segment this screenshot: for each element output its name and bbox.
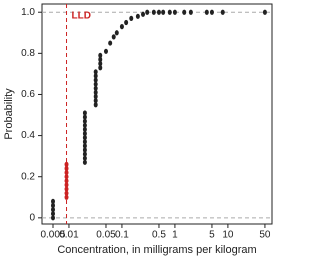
data-point: [64, 169, 69, 176]
data-point: [111, 34, 116, 40]
data-point: [141, 11, 146, 17]
data-point: [98, 61, 103, 67]
data-point: [145, 9, 150, 15]
x-tick-label: 0.01: [59, 230, 79, 241]
data-point: [64, 194, 69, 200]
data-point: [103, 48, 108, 54]
data-point: [50, 215, 55, 221]
x-tick-label: 50: [259, 230, 271, 241]
data-point: [82, 110, 87, 116]
data-point: [50, 211, 55, 217]
data-point: [124, 19, 129, 26]
data-point: [119, 24, 124, 30]
data-point: [82, 126, 87, 133]
data-point: [93, 93, 98, 100]
data-point: [50, 202, 55, 209]
data-point: [167, 9, 172, 15]
data-point: [93, 102, 98, 108]
data-point: [129, 15, 134, 21]
data-point: [151, 9, 156, 15]
x-tick-label: 0.1: [115, 230, 129, 241]
data-point: [93, 77, 98, 83]
data-point: [188, 9, 193, 15]
data-point: [82, 155, 87, 161]
y-tick-label: 0.6: [21, 89, 35, 100]
data-point: [209, 9, 214, 15]
x-tick-label: 0.005: [40, 230, 65, 241]
x-tick-label: 0.05: [96, 230, 116, 241]
data-point: [64, 186, 69, 192]
data-point: [82, 135, 87, 141]
data-point: [93, 73, 98, 79]
data-point: [262, 9, 267, 15]
data-point: [93, 89, 98, 96]
data-point: [64, 165, 69, 172]
data-point: [108, 40, 113, 46]
data-point: [50, 207, 55, 213]
data-point: [82, 151, 87, 157]
x-axis-label: Concentration, in milligrams per kilogra…: [57, 244, 256, 256]
y-tick-label: 0.2: [21, 171, 35, 182]
data-point: [98, 56, 103, 63]
data-point: [93, 69, 98, 75]
data-point: [82, 130, 87, 137]
plot-frame: [41, 3, 273, 225]
data-point: [64, 182, 69, 188]
data-point: [82, 118, 87, 124]
data-point: [161, 9, 166, 15]
data-point: [135, 13, 140, 19]
data-point: [50, 198, 55, 204]
data-point: [220, 9, 225, 15]
data-point: [204, 9, 209, 15]
lld-label: LLD: [72, 11, 91, 22]
data-point: [93, 81, 98, 87]
y-tick-label: 0.4: [21, 130, 35, 141]
x-tick-label: 0.5: [152, 230, 166, 241]
data-point: [82, 147, 87, 153]
x-tick-label: 10: [222, 230, 234, 241]
data-point: [64, 190, 69, 196]
data-point: [82, 143, 87, 149]
chart: Concentration, in milligrams per kilogra…: [3, 3, 273, 256]
y-tick-label: 1.0: [21, 7, 35, 18]
data-point: [82, 114, 87, 120]
y-tick-label: 0.8: [21, 48, 35, 59]
data-point: [64, 178, 69, 184]
data-point: [64, 161, 69, 167]
x-tick-label: 1: [172, 230, 178, 241]
data-point: [82, 159, 87, 165]
x-tick-label: 5: [209, 230, 215, 241]
data-point: [82, 139, 87, 145]
data-point: [64, 174, 69, 180]
data-point: [114, 30, 119, 36]
data-point: [182, 9, 187, 15]
data-point: [172, 9, 177, 15]
data-point: [82, 122, 87, 128]
data-point: [98, 65, 103, 71]
y-tick-label: 0: [29, 212, 35, 223]
y-axis-label: Probability: [3, 88, 15, 140]
data-point: [98, 52, 103, 59]
data-point: [156, 9, 161, 15]
data-point: [93, 98, 98, 104]
data-point: [93, 85, 98, 91]
